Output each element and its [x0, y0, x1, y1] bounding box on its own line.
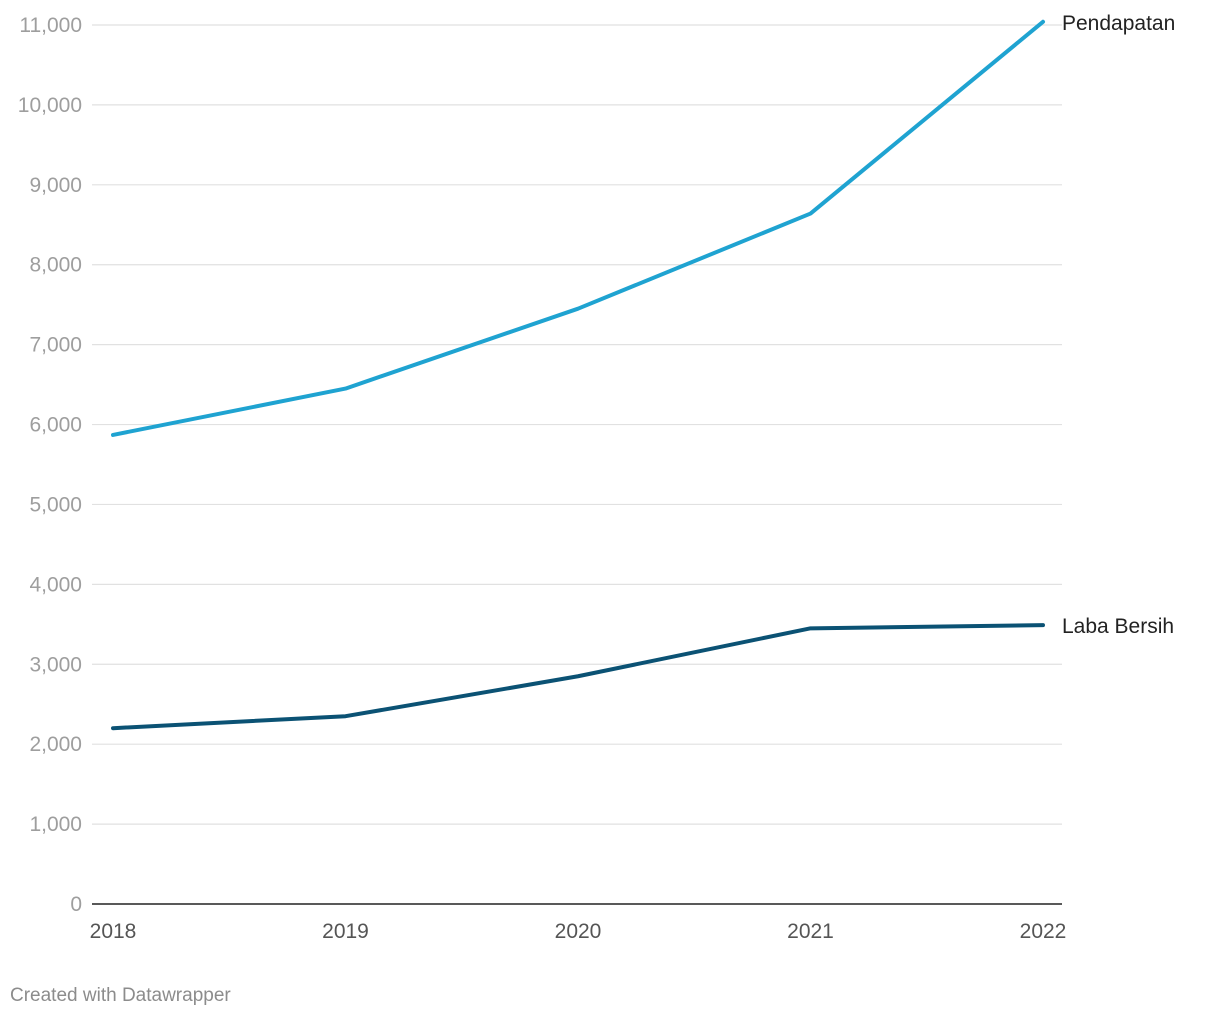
- x-axis-tick-labels: 2018 2019 2020 2021 2022: [90, 920, 1067, 943]
- y-tick-label: 10,000: [18, 94, 82, 117]
- x-tick-label: 2019: [322, 920, 369, 943]
- y-tick-label: 2,000: [29, 733, 82, 756]
- y-tick-label: 0: [70, 893, 82, 916]
- x-tick-label: 2020: [555, 920, 602, 943]
- x-tick-label: 2022: [1020, 920, 1067, 943]
- gridlines: [92, 24, 1062, 825]
- y-tick-label: 7,000: [29, 334, 82, 357]
- series-lines: [111, 19, 1045, 731]
- y-tick-label: 8,000: [29, 254, 82, 277]
- y-tick-label: 3,000: [29, 653, 82, 676]
- series-label: Pendapatan: [1062, 12, 1175, 35]
- y-tick-label: 9,000: [29, 174, 82, 197]
- y-tick-label: 4,000: [29, 573, 82, 596]
- x-tick-label: 2018: [90, 920, 137, 943]
- y-tick-label: 11,000: [19, 14, 82, 37]
- series-labels: Pendapatan Laba Bersih: [1062, 12, 1175, 638]
- series-label: Laba Bersih: [1062, 615, 1174, 638]
- series-line-laba-bersih: [111, 623, 1045, 731]
- x-tick-label: 2021: [787, 920, 834, 943]
- y-tick-label: 5,000: [29, 493, 82, 516]
- credit-text: Created with Datawrapper: [10, 985, 231, 1006]
- series-line-pendapatan: [111, 19, 1045, 437]
- y-axis-tick-labels: 0 1,000 2,000 3,000 4,000 5,000 6,000 7,000 8,00…: [18, 14, 82, 916]
- y-tick-label: 1,000: [29, 813, 82, 836]
- y-tick-label: 6,000: [29, 414, 82, 437]
